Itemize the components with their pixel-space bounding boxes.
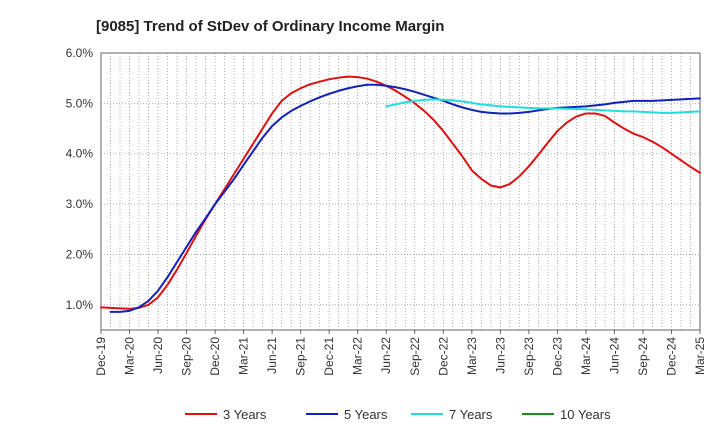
x-tick-label: Sep-20	[180, 337, 194, 376]
x-tick-label: Dec-19	[94, 337, 108, 376]
legend-label: 7 Years	[449, 407, 493, 422]
x-tick-label: Mar-20	[123, 337, 137, 375]
x-tick-label: Sep-21	[294, 337, 308, 376]
x-tick-label: Dec-23	[550, 337, 564, 376]
x-tick-label: Mar-23	[465, 337, 479, 375]
y-tick-label: 4.0%	[66, 147, 94, 161]
x-tick-label: Mar-25	[693, 337, 707, 375]
x-tick-label: Jun-24	[607, 337, 621, 374]
chart-title: [9085] Trend of StDev of Ordinary Income…	[96, 18, 444, 35]
x-tick-label: Dec-22	[436, 337, 450, 376]
x-tick-label: Dec-21	[322, 337, 336, 376]
legend-label: 10 Years	[560, 407, 611, 422]
legend-label: 5 Years	[344, 407, 388, 422]
series-line-5-years	[109, 83, 701, 313]
y-tick-label: 2.0%	[66, 247, 94, 261]
y-tick-label: 6.0%	[66, 46, 94, 60]
series-line-3-years	[100, 75, 701, 310]
x-tick-label: Dec-20	[208, 337, 222, 376]
series-line-7-years	[385, 98, 701, 114]
y-tick-label: 5.0%	[66, 96, 94, 110]
x-tick-label: Mar-21	[237, 337, 251, 375]
y-tick-label: 1.0%	[66, 298, 94, 312]
x-tick-label: Jun-21	[265, 337, 279, 374]
axes: 1.0% 2.0% 3.0% 4.0% 5.0% 6.0% Dec-19 Mar-20 Jun-…	[66, 46, 707, 376]
x-tick-label: Mar-24	[579, 337, 593, 375]
gridlines	[101, 52, 700, 330]
y-tick-label: 3.0%	[66, 197, 94, 211]
x-tick-label: Jun-22	[379, 337, 393, 374]
x-tick-label: Dec-24	[664, 337, 678, 376]
x-tick-label: Jun-23	[493, 337, 507, 374]
x-tick-label: Sep-24	[636, 337, 650, 376]
plot-frame	[100, 52, 701, 331]
x-tick-label: Sep-22	[408, 337, 422, 376]
x-tick-label: Sep-23	[522, 337, 536, 376]
x-tick-label: Mar-22	[351, 337, 365, 375]
legend: 3 Years 5 Years 7 Years 10 Years	[185, 407, 611, 422]
x-tick-label: Jun-20	[151, 337, 165, 374]
legend-label: 3 Years	[223, 407, 267, 422]
series-lines	[100, 75, 701, 313]
